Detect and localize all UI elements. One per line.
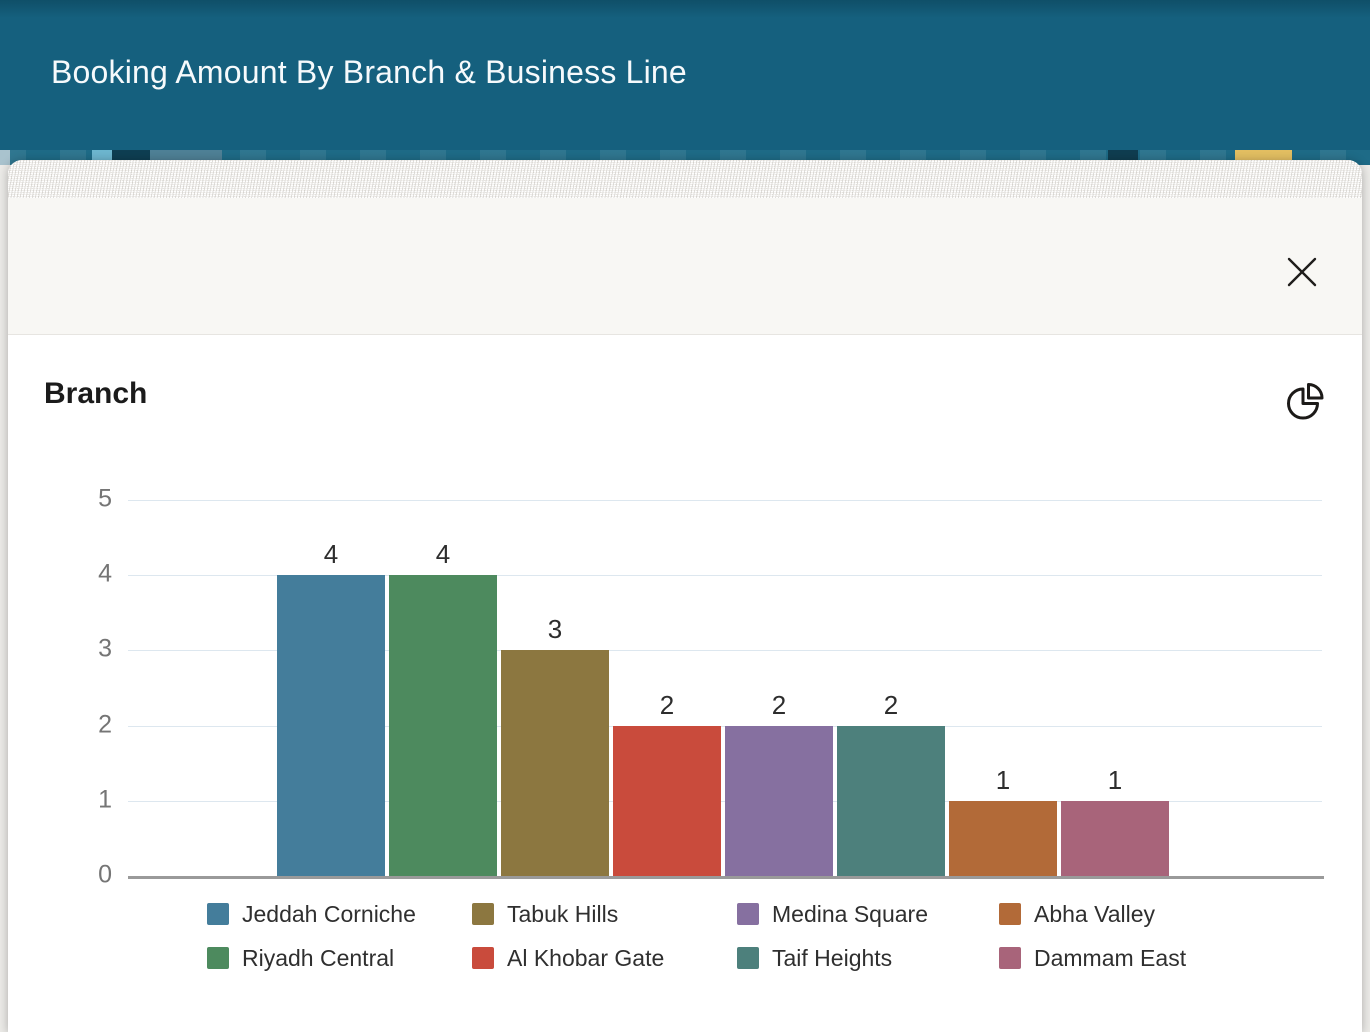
pie-chart-toggle-button[interactable] bbox=[1280, 377, 1328, 425]
bar-medina-square[interactable] bbox=[725, 725, 833, 876]
dialog-top-texture bbox=[8, 160, 1362, 198]
bar-tabuk-hills[interactable] bbox=[501, 650, 609, 876]
bar-value-label: 2 bbox=[883, 689, 899, 720]
legend-label: Tabuk Hills bbox=[507, 901, 619, 927]
bar-taif-heights[interactable] bbox=[837, 725, 945, 876]
legend-swatch bbox=[737, 903, 759, 925]
legend-label: Medina Square bbox=[772, 901, 928, 927]
x-icon bbox=[1287, 257, 1317, 287]
chart-card: Branch 0 1 2 3 4 5 4 4 3 2 2 2 1 1 Jeddah Corniche Tab… bbox=[8, 335, 1362, 1031]
legend-item-al-khobar-gate[interactable]: Al Khobar Gate bbox=[472, 945, 737, 971]
legend-item-riyadh-central[interactable]: Riyadh Central bbox=[207, 945, 472, 971]
legend-label: Dammam East bbox=[1034, 945, 1187, 971]
background-fragment bbox=[0, 150, 10, 165]
legend-swatch bbox=[207, 947, 229, 969]
y-axis-tick: 3 bbox=[98, 634, 112, 663]
legend-label: Riyadh Central bbox=[242, 945, 395, 971]
dialog-header bbox=[8, 198, 1362, 335]
bar-dammam-east[interactable] bbox=[1061, 800, 1169, 876]
gridline bbox=[128, 575, 1322, 577]
legend-item-medina-square[interactable]: Medina Square bbox=[737, 901, 999, 927]
bar-value-label: 4 bbox=[435, 539, 451, 570]
y-axis-tick: 1 bbox=[98, 785, 112, 814]
y-axis-tick: 4 bbox=[98, 559, 112, 588]
legend-item-jeddah-corniche[interactable]: Jeddah Corniche bbox=[207, 901, 472, 927]
x-axis-baseline bbox=[128, 876, 1324, 879]
bar-al-khobar-gate[interactable] bbox=[613, 725, 721, 876]
pie-chart-icon bbox=[1287, 383, 1324, 420]
legend-swatch bbox=[207, 903, 229, 925]
legend-item-abha-valley[interactable]: Abha Valley bbox=[999, 901, 1239, 927]
bar-value-label: 4 bbox=[323, 539, 339, 570]
legend-swatch bbox=[737, 947, 759, 969]
y-axis-tick: 5 bbox=[98, 484, 112, 513]
legend-item-dammam-east[interactable]: Dammam East bbox=[999, 945, 1239, 971]
y-axis-tick: 0 bbox=[98, 860, 112, 889]
legend-swatch bbox=[999, 947, 1021, 969]
legend-label: Abha Valley bbox=[1034, 901, 1156, 927]
gridline bbox=[128, 650, 1322, 652]
dialog: Branch 0 1 2 3 4 5 4 4 3 2 2 2 1 1 Jeddah Corniche Tab… bbox=[8, 160, 1362, 1032]
bar-value-label: 2 bbox=[771, 689, 787, 720]
bar-chart: 0 1 2 3 4 5 4 4 3 2 2 2 1 1 bbox=[8, 470, 1362, 890]
page-title: Booking Amount By Branch & Business Line bbox=[51, 54, 687, 90]
legend-item-taif-heights[interactable]: Taif Heights bbox=[737, 945, 999, 971]
legend-label: Taif Heights bbox=[772, 945, 893, 971]
bar-jeddah-corniche[interactable] bbox=[277, 575, 385, 876]
app-header: Booking Amount By Branch & Business Line bbox=[0, 0, 1370, 150]
legend-label: Jeddah Corniche bbox=[242, 901, 416, 927]
y-axis-tick: 2 bbox=[98, 709, 112, 738]
gridline bbox=[128, 500, 1322, 501]
bar-abha-valley[interactable] bbox=[949, 800, 1057, 876]
legend-label: Al Khobar Gate bbox=[507, 945, 665, 971]
chart-legend: Jeddah Corniche Tabuk Hills Medina Square A… bbox=[207, 901, 1239, 971]
close-button[interactable] bbox=[1280, 250, 1324, 294]
bar-value-label: 2 bbox=[659, 689, 675, 720]
legend-swatch bbox=[472, 903, 494, 925]
bar-value-label: 3 bbox=[547, 614, 563, 645]
legend-swatch bbox=[999, 903, 1021, 925]
bar-riyadh-central[interactable] bbox=[389, 575, 497, 876]
bar-value-label: 1 bbox=[1107, 764, 1123, 795]
chart-title: Branch bbox=[44, 377, 148, 410]
legend-item-tabuk-hills[interactable]: Tabuk Hills bbox=[472, 901, 737, 927]
legend-swatch bbox=[472, 947, 494, 969]
bar-value-label: 1 bbox=[995, 764, 1011, 795]
